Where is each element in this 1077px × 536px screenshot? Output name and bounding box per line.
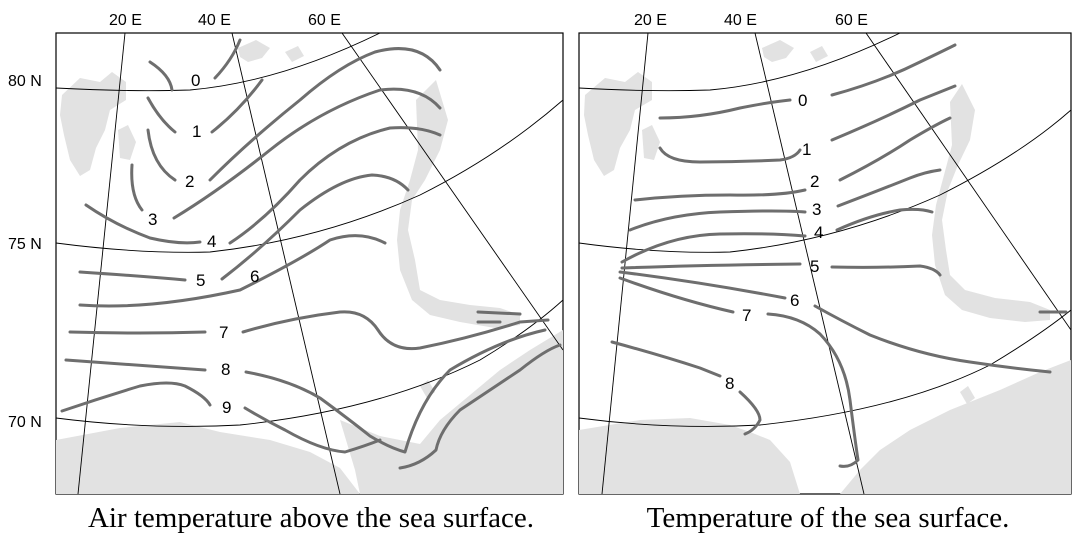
right-meridian-20e	[601, 33, 649, 494]
left-parallel-80n	[56, 33, 381, 92]
left-land-island-small	[285, 46, 304, 62]
right-isotherm-label-0: 0	[798, 91, 807, 110]
left-meridian-60e	[341, 33, 563, 351]
left-land-novaya-zemlya	[397, 80, 520, 328]
right-map-body: 0 1 2 3 4 5 6 7 8	[579, 33, 1071, 494]
right-isotherm-label-6: 6	[790, 291, 799, 310]
right-land-novaya-zemlya	[932, 84, 1050, 322]
left-isotherm-0-b	[213, 38, 242, 80]
left-isotherm-label-5: 5	[196, 271, 205, 290]
right-meridian-60e	[865, 33, 1071, 331]
right-land-svalbard	[584, 72, 652, 176]
right-panel: 0 1 2 3 4 5 6 7 8 20 E 40 E 60 E Tempera…	[578, 12, 1072, 534]
right-isotherm-label-2: 2	[810, 172, 819, 191]
left-isotherm-label-3: 3	[148, 210, 157, 229]
left-isotherm-6	[78, 234, 387, 308]
left-land-kola	[340, 330, 563, 494]
left-panel: 0 1 2 3 4 5 6 7 8 9 20 E 40 E 60 E 80 N …	[8, 12, 564, 534]
left-meridian-20e	[77, 33, 126, 494]
left-latitude-label-70n: 70 N	[8, 414, 42, 431]
left-isotherm-label-9: 9	[222, 398, 231, 417]
right-land-vaygach	[960, 386, 975, 404]
left-longitude-label-40e: 40 E	[198, 12, 231, 29]
left-isotherm-label-8: 8	[221, 360, 230, 379]
right-isotherm-0	[658, 43, 957, 120]
left-isotherm-label-6: 6	[250, 267, 259, 286]
right-isotherm-7	[618, 276, 860, 468]
left-isotherm-4	[228, 126, 442, 245]
left-land-franz-josef	[238, 40, 270, 62]
left-land-scandinavia	[56, 422, 360, 494]
right-isotherm-3	[628, 168, 942, 232]
left-isotherm-label-2: 2	[185, 172, 194, 191]
left-land-svalbard	[60, 72, 126, 176]
right-parallel-80n	[579, 33, 901, 92]
left-longitude-label-20e: 20 E	[109, 12, 142, 29]
left-isotherm-dash	[476, 310, 522, 324]
right-isotherm-label-1: 1	[802, 140, 811, 159]
right-isotherm-2	[633, 116, 952, 202]
left-latitude-label-75n: 75 N	[8, 236, 42, 253]
left-isotherm-9	[60, 343, 562, 470]
right-isotherm-8	[610, 340, 762, 436]
right-isotherm-4	[620, 207, 934, 264]
right-isotherm-label-8: 8	[725, 374, 734, 393]
right-meridian-40e	[754, 33, 865, 494]
right-isotherm-label-3: 3	[812, 200, 821, 219]
left-parallel-75n	[56, 99, 563, 253]
right-isotherm-label-5: 5	[810, 257, 819, 276]
right-isotherm-6	[618, 270, 1052, 374]
left-isotherm-3	[130, 87, 442, 220]
right-longitude-label-60e: 60 E	[835, 12, 868, 29]
right-isotherm-5	[620, 262, 942, 277]
right-land-svalbard-east	[642, 125, 660, 160]
right-isotherm-label-4: 4	[814, 223, 823, 242]
left-isotherm-2	[146, 47, 442, 182]
left-meridian-40e	[231, 33, 341, 494]
left-longitude-label-60e: 60 E	[308, 12, 341, 29]
right-land-scandinavia	[579, 418, 800, 494]
left-isotherm-label-4: 4	[207, 232, 216, 251]
right-longitude-label-20e: 20 E	[634, 12, 667, 29]
left-caption: Air temperature above the sea surface.	[88, 502, 534, 534]
right-land-kola	[840, 360, 1071, 494]
right-isotherm-1	[658, 84, 957, 164]
right-land-franz-josef	[762, 40, 794, 62]
left-isotherm-1	[146, 78, 264, 134]
right-caption: Temperature of the sea surface.	[647, 502, 1010, 534]
left-isotherm-0	[148, 60, 174, 92]
left-isotherm-7	[68, 310, 550, 351]
left-isotherm-label-1: 1	[192, 122, 201, 141]
right-parallel-70n	[579, 309, 1071, 427]
left-isotherm-3-b	[84, 203, 202, 245]
left-isotherm-label-0: 0	[191, 71, 200, 90]
right-land-island-small	[810, 46, 828, 62]
left-isotherm-5	[78, 173, 410, 282]
right-parallel-75n	[579, 109, 1071, 253]
left-isotherm-8	[64, 328, 547, 454]
left-map-body: 0 1 2 3 4 5 6 7 8 9	[56, 33, 563, 494]
right-longitude-label-40e: 40 E	[724, 12, 757, 29]
left-land-svalbard-east	[118, 125, 136, 160]
left-isotherm-label-7: 7	[219, 323, 228, 342]
left-latitude-label-80n: 80 N	[8, 73, 42, 90]
right-isotherm-label-7: 7	[742, 306, 751, 325]
